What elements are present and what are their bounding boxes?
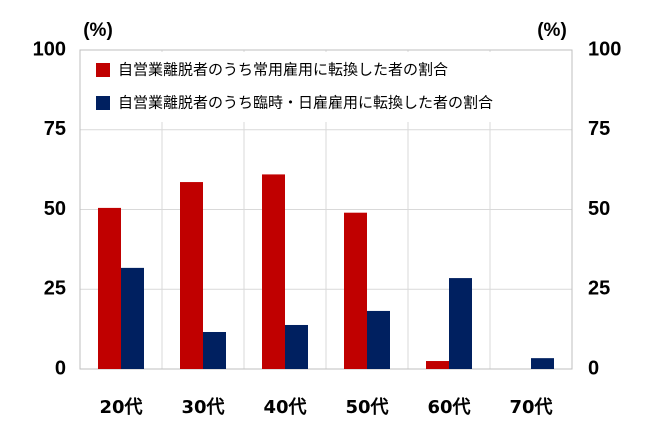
y-tick-label: 100 xyxy=(33,38,66,60)
legend-label: 自営業離脱者のうち常用雇用に転換した者の割合 xyxy=(118,61,448,79)
bar xyxy=(449,278,472,369)
y2-tick-label: 0 xyxy=(588,357,599,379)
bar xyxy=(426,361,449,369)
x-tick-label: 70代 xyxy=(509,397,552,418)
bar xyxy=(531,358,554,369)
bar xyxy=(180,182,203,369)
y-axis-label: (%) xyxy=(83,20,113,41)
x-tick-label: 50代 xyxy=(345,397,388,418)
y2-tick-label: 75 xyxy=(588,118,610,140)
y-tick-label: 50 xyxy=(44,198,66,220)
legend-swatch xyxy=(96,63,110,77)
bar xyxy=(262,174,285,369)
legend-swatch xyxy=(96,96,110,110)
x-tick-label: 30代 xyxy=(181,397,224,418)
y2-tick-label: 100 xyxy=(588,38,621,60)
legend-box xyxy=(88,52,566,122)
bar xyxy=(285,324,308,369)
x-tick-label: 20代 xyxy=(99,397,142,418)
bar xyxy=(121,267,144,369)
y2-axis-label: (%) xyxy=(537,20,567,41)
y-tick-label: 0 xyxy=(55,357,66,379)
y-tick-label: 25 xyxy=(44,278,66,300)
bar xyxy=(203,331,226,369)
y-tick-label: 75 xyxy=(44,118,66,140)
bar xyxy=(367,310,390,369)
x-tick-label: 40代 xyxy=(263,397,306,418)
x-tick-label: 60代 xyxy=(427,397,470,418)
y2-tick-label: 25 xyxy=(588,278,610,300)
plot-border xyxy=(79,49,573,370)
legend-label: 自営業離脱者のうち臨時・日雇雇用に転換した者の割合 xyxy=(118,94,493,112)
bar xyxy=(344,212,367,369)
bar xyxy=(98,207,121,369)
y2-tick-label: 50 xyxy=(588,198,610,220)
